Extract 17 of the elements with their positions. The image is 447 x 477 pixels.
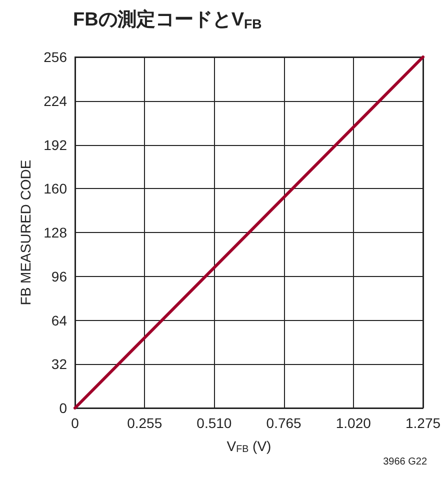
y-tick-label: 0 [59, 400, 68, 416]
y-tick-label: 96 [51, 268, 68, 284]
y-tick-label: 32 [51, 356, 68, 372]
y-tick-label: 192 [44, 136, 68, 153]
y-tick-label: 224 [44, 92, 68, 109]
x-tick-label: 0.510 [196, 415, 232, 431]
y-tick-label: 64 [51, 312, 68, 328]
x-tick-label: 1.020 [336, 415, 372, 431]
x-tick-label: 0 [71, 415, 80, 431]
y-axis-title: FB MEASURED CODE [18, 160, 34, 306]
text: 3966 G22 [383, 456, 428, 468]
x-tick-label: 1.275 [405, 415, 441, 431]
x-tick-label: 0.255 [127, 415, 162, 431]
x-tick-label: 0.765 [266, 415, 302, 431]
y-tick-label: 256 [44, 49, 68, 65]
y-tick-label: 160 [44, 180, 68, 197]
y-tick-label: 128 [44, 224, 68, 240]
